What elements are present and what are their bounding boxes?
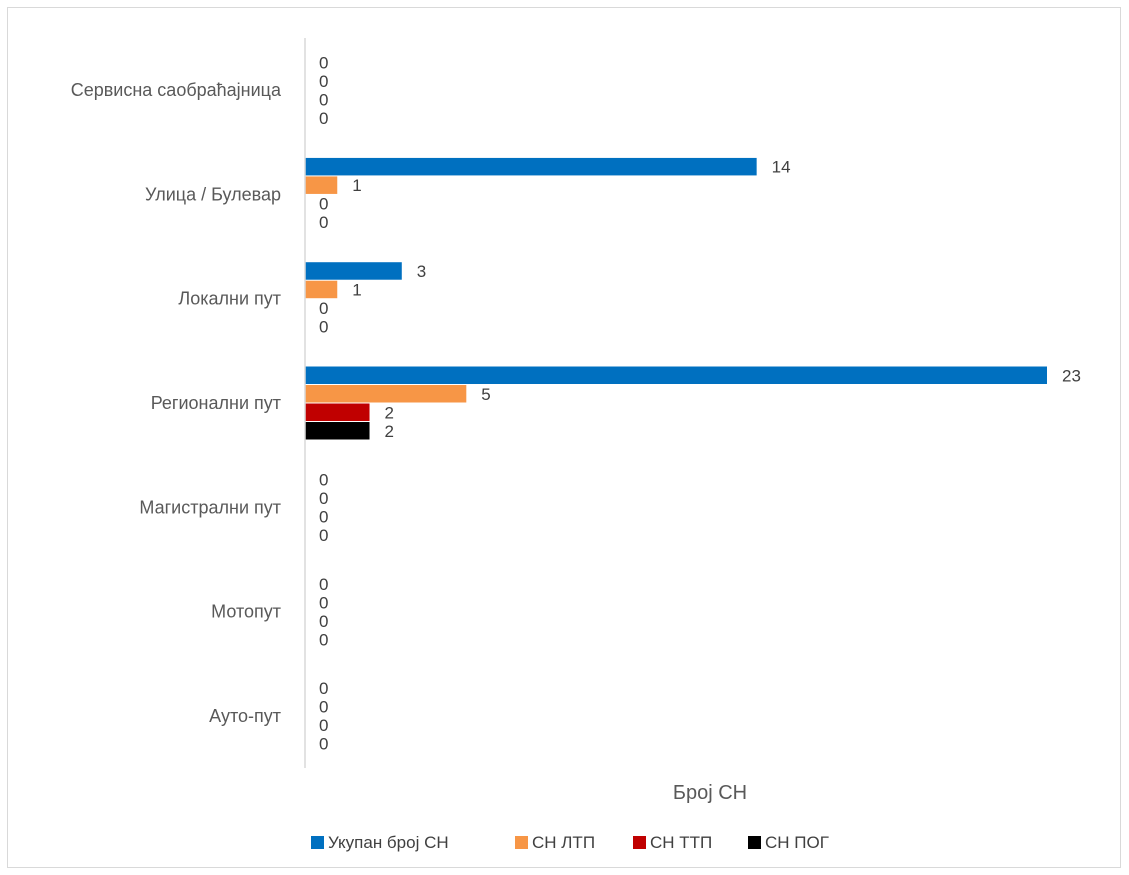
bar-укупан-број-сн [305, 157, 757, 176]
data-label: 5 [481, 385, 490, 404]
data-label: 3 [417, 262, 426, 281]
bar-сн-лтп [305, 385, 467, 403]
data-label: 0 [319, 593, 328, 612]
legend-swatch-сн-лтп [515, 836, 528, 849]
data-label: 0 [319, 679, 328, 698]
data-label: 0 [319, 735, 328, 754]
data-label: 0 [319, 508, 328, 527]
legend-label: Укупан број СН [328, 833, 449, 852]
bar-укупан-број-сн [305, 262, 402, 280]
bar-сн-лтп [305, 176, 338, 194]
data-label: 0 [319, 575, 328, 594]
data-label: 0 [319, 53, 328, 72]
bar-сн-ттп [305, 403, 370, 421]
data-label: 1 [352, 280, 361, 299]
legend: Укупан број СН СН ЛТП СН ТТП СН ПОГ [311, 833, 829, 852]
legend-swatch-сн-пог [748, 836, 761, 849]
legend-label: СН ТТП [650, 833, 712, 852]
data-label: 0 [319, 213, 328, 232]
data-label: 0 [319, 612, 328, 631]
bar-укупан-број-сн [305, 366, 1047, 384]
x-axis-title: Број СН [673, 782, 747, 804]
data-label: 0 [319, 195, 328, 214]
data-label: 0 [319, 109, 328, 128]
category-label: Магистрални пут [139, 497, 281, 517]
category-label: Регионални пут [151, 393, 281, 413]
data-label: 0 [319, 489, 328, 508]
category-label: Улица / Булевар [145, 184, 281, 204]
legend-swatch-сн-ттп [633, 836, 646, 849]
legend-swatch-укупан-број-сн [311, 836, 324, 849]
legend-label: СН ЛТП [532, 833, 595, 852]
category-label: Ауто-пут [209, 706, 281, 726]
data-label: 0 [319, 630, 328, 649]
data-label: 0 [319, 317, 328, 336]
legend-label: СН ПОГ [765, 833, 829, 852]
data-label: 14 [772, 158, 791, 177]
data-label: 23 [1062, 366, 1081, 385]
data-label: 0 [319, 72, 328, 91]
data-label: 2 [385, 422, 394, 441]
chart-frame [7, 7, 1121, 868]
category-label: Сервисна саобраћајница [71, 80, 282, 100]
bar-сн-пог [305, 422, 370, 440]
data-label: 0 [319, 471, 328, 490]
data-label: 0 [319, 299, 328, 318]
data-label: 0 [319, 716, 328, 735]
data-label: 0 [319, 526, 328, 545]
category-label: Локални пут [178, 289, 281, 309]
category-label: Мотопут [211, 602, 281, 622]
data-label: 1 [352, 176, 361, 195]
data-label: 2 [385, 403, 394, 422]
data-label: 0 [319, 698, 328, 717]
bar-сн-лтп [305, 280, 338, 299]
data-label: 0 [319, 90, 328, 109]
